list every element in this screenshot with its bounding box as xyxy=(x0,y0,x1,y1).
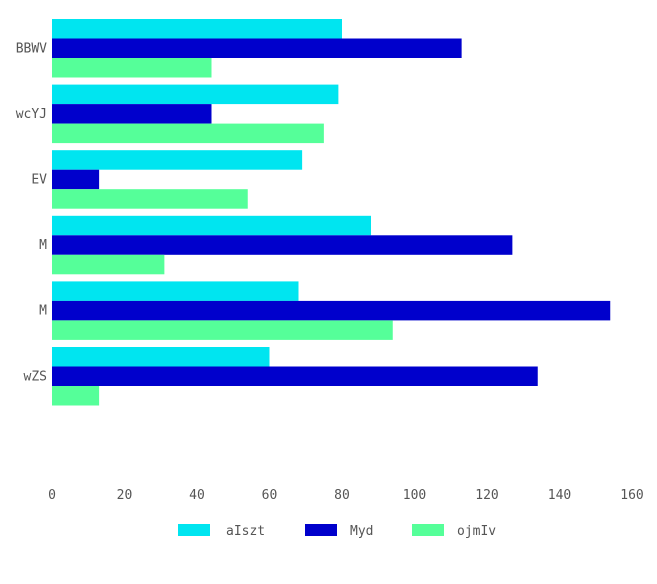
legend-label-aIszt: aIszt xyxy=(226,524,265,539)
bar-aIszt-5 xyxy=(52,347,270,367)
bar-aIszt-1 xyxy=(52,84,339,105)
category-label: EV xyxy=(31,172,47,187)
x-tick-label: 60 xyxy=(262,488,278,503)
legend-swatch-ojmIv xyxy=(412,524,444,536)
x-axis-ticks: 0 20 40 60 80 100 120 140 160 xyxy=(48,488,644,503)
bar-ojmIv-5 xyxy=(52,386,100,406)
bar-ojmIv-3 xyxy=(52,254,165,275)
legend-label-ojmIv: ojmIv xyxy=(457,524,496,539)
bar-Myd-1 xyxy=(52,104,212,124)
bar-aIszt-0 xyxy=(52,19,342,39)
bar-ojmIv-0 xyxy=(52,58,212,78)
category-label: wZS xyxy=(24,369,47,384)
legend-swatch-Myd xyxy=(305,524,337,536)
x-tick-label: 40 xyxy=(189,488,205,503)
x-tick-label: 160 xyxy=(620,488,643,503)
bar-Myd-2 xyxy=(52,169,100,190)
category-label: wcYJ xyxy=(16,107,47,122)
bar-Myd-0 xyxy=(52,38,462,58)
bar-aIszt-4 xyxy=(52,281,299,301)
bar-ojmIv-1 xyxy=(52,123,324,144)
bar-Myd-5 xyxy=(52,366,538,386)
legend-label-Myd: Myd xyxy=(350,524,373,539)
bar-aIszt-2 xyxy=(52,150,303,170)
x-tick-label: 100 xyxy=(403,488,426,503)
x-tick-label: 0 xyxy=(48,488,56,503)
x-tick-label: 140 xyxy=(548,488,571,503)
bar-ojmIv-2 xyxy=(52,189,248,209)
category-label: M xyxy=(39,304,47,319)
bar-Myd-4 xyxy=(52,300,611,321)
category-label: BBWV xyxy=(16,41,47,56)
legend-swatch-aIszt xyxy=(178,524,210,536)
x-tick-label: 20 xyxy=(117,488,133,503)
bar-aIszt-3 xyxy=(52,215,371,236)
category-label: M xyxy=(39,238,47,253)
bars-layer xyxy=(52,19,611,406)
bar-ojmIv-4 xyxy=(52,320,393,340)
legend: aIszt Myd ojmIv xyxy=(178,524,496,539)
bar-Myd-3 xyxy=(52,235,513,255)
x-tick-label: 80 xyxy=(334,488,350,503)
x-tick-label: 120 xyxy=(475,488,498,503)
